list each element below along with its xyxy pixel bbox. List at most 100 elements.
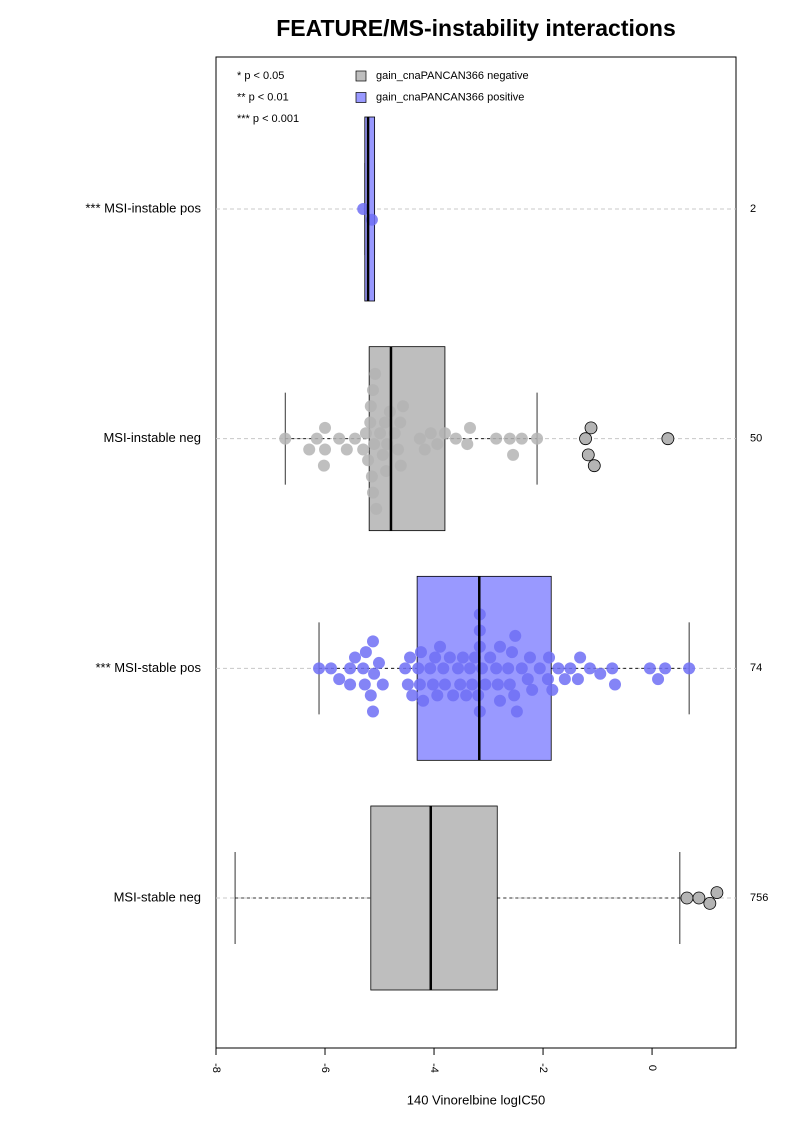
plot-frame (215, 56, 737, 1049)
data-point (426, 678, 439, 691)
data-point (606, 662, 619, 675)
data-point (452, 662, 465, 675)
data-point (510, 705, 523, 718)
data-point (366, 384, 379, 397)
x-tick-label: -2 (537, 1063, 549, 1073)
outlier (710, 886, 724, 899)
significance-note: ** p < 0.01 (237, 91, 289, 103)
data-point (358, 678, 371, 691)
x-axis-label: 140 Vinorelbine logIC50 (407, 1092, 546, 1107)
data-point (541, 673, 554, 686)
data-point (303, 443, 316, 456)
data-point (366, 705, 379, 718)
data-point (683, 662, 696, 675)
outlier (579, 432, 592, 446)
data-point (429, 651, 442, 664)
data-point (503, 678, 516, 691)
data-point (493, 640, 506, 653)
data-point (438, 427, 451, 440)
x-tick-label: -8 (210, 1063, 222, 1073)
data-point (396, 400, 409, 413)
data-point (502, 662, 515, 675)
data-point (362, 454, 375, 467)
x-tick-label: -4 (428, 1063, 440, 1073)
data-point (447, 689, 460, 702)
data-point (523, 651, 536, 664)
significance-note: * p < 0.05 (237, 70, 284, 82)
outlier (680, 891, 694, 905)
data-point (357, 443, 370, 456)
box (370, 805, 498, 991)
outlier (661, 432, 675, 446)
data-point (437, 662, 450, 675)
data-point (491, 678, 504, 691)
data-point (424, 662, 437, 675)
data-point (659, 662, 672, 675)
row-count: 756 (750, 892, 768, 904)
data-point (317, 459, 330, 472)
data-point (490, 662, 503, 675)
data-point (508, 689, 521, 702)
outlier (581, 448, 595, 462)
data-point (509, 629, 522, 642)
data-point (475, 662, 488, 675)
data-point (521, 673, 534, 686)
data-point (493, 694, 506, 707)
data-point (279, 432, 292, 445)
data-point (376, 678, 389, 691)
outlier (584, 421, 598, 435)
data-point (380, 465, 393, 478)
data-point (460, 689, 473, 702)
significance-note: *** p < 0.001 (237, 113, 299, 125)
data-point (348, 651, 361, 664)
data-point (608, 678, 621, 691)
data-point (464, 421, 477, 434)
row-count: 74 (750, 662, 762, 674)
data-point (357, 203, 370, 215)
data-point (484, 651, 497, 664)
row-count: 2 (750, 203, 756, 215)
data-point (344, 662, 357, 675)
data-point (399, 662, 412, 675)
data-point (310, 432, 323, 445)
row-count: 50 (750, 433, 762, 445)
data-point (438, 678, 451, 691)
x-tick-label: -6 (319, 1063, 331, 1073)
data-point (505, 646, 518, 659)
data-point (464, 662, 477, 675)
data-point (364, 689, 377, 702)
data-point (479, 678, 492, 691)
data-point (431, 438, 444, 451)
data-point (340, 443, 353, 456)
data-point (333, 673, 346, 686)
data-point (325, 662, 338, 675)
data-point (357, 662, 370, 675)
data-point (526, 683, 539, 696)
data-point (369, 367, 382, 380)
data-point (449, 432, 462, 445)
data-point (319, 443, 332, 456)
data-point (376, 448, 389, 461)
data-point (434, 640, 447, 653)
data-point (413, 678, 426, 691)
data-point (418, 443, 431, 456)
data-point (401, 678, 414, 691)
data-point (333, 432, 346, 445)
data-point (417, 694, 430, 707)
data-point (313, 662, 326, 675)
outlier (703, 897, 717, 910)
row-label: MSI-instable neg (103, 430, 201, 445)
data-point (515, 432, 528, 445)
data-point (414, 646, 427, 659)
data-point (319, 421, 332, 434)
data-point (507, 448, 520, 461)
data-point (546, 683, 559, 696)
data-point (466, 678, 479, 691)
data-point (652, 673, 665, 686)
data-point (574, 651, 587, 664)
data-point (531, 432, 544, 445)
x-tick-label: 0 (646, 1065, 658, 1071)
data-point (344, 678, 357, 691)
data-point (370, 502, 383, 515)
